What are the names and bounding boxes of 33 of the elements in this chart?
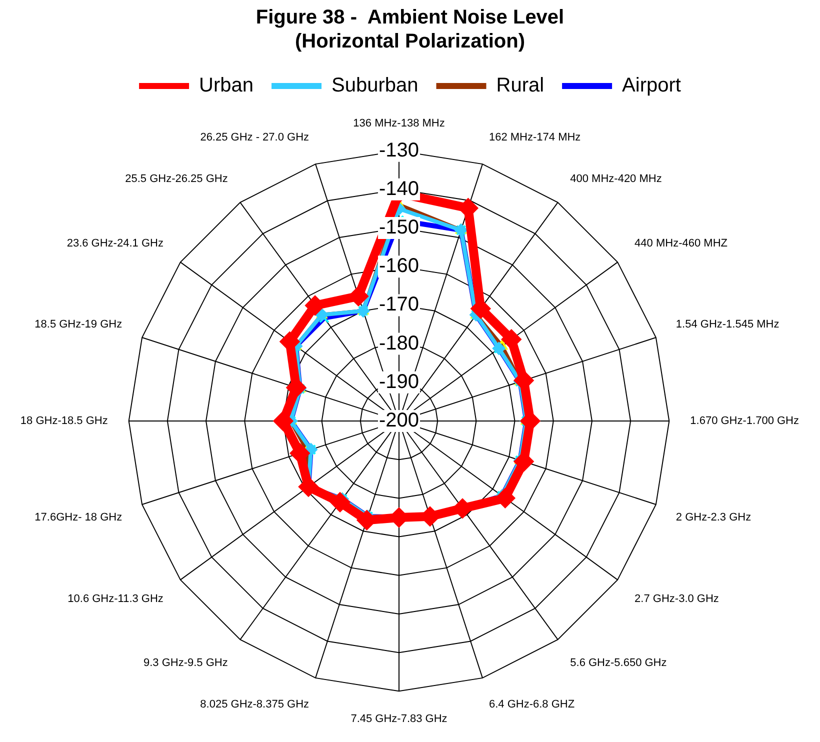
y-tick-label: -160 (378, 255, 420, 278)
spoke-label: 26.25 GHz - 27.0 GHz (200, 132, 310, 144)
y-tick-label: -200 (378, 410, 420, 432)
spoke-label: 8.025 GHz-8.375 GHz (200, 698, 310, 711)
spoke-label: 23.6 GHz-24.1 GHz (66, 237, 164, 250)
spoke-label: 6.4 GHz-6.8 GHZ (488, 698, 575, 711)
legend-label: Airport (622, 74, 682, 97)
legend-label: Suburban (332, 74, 418, 97)
y-tick-label: -130 (378, 139, 420, 162)
spoke-label: 18 GHz-18.5 GHz (20, 415, 108, 428)
spoke-label: 1.54 GHz-1.545 MHz (676, 318, 780, 330)
y-tick-label: -190 (378, 370, 420, 393)
spoke-label: 18.5 GHz-19 GHz (34, 318, 122, 330)
spoke-label: 7.45 GHz-7.83 GHz (350, 712, 448, 725)
spoke-label: 2 GHz-2.3 GHz (676, 512, 752, 524)
spoke-label: 400 MHz-420 MHz (570, 172, 662, 185)
spoke-label: 1.670 GHz-1.700 GHz (690, 415, 800, 428)
y-tick-label: -170 (378, 294, 420, 316)
spoke-label: 10.6 GHz-11.3 GHz (68, 592, 164, 605)
spoke-label: 2.7 GHz-3.0 GHz (634, 592, 719, 605)
y-tick-label: -180 (378, 332, 420, 354)
spoke-label: 25.5 GHz-26.25 GHz (125, 172, 228, 185)
spoke-label: 162 MHz-174 MHz (488, 132, 581, 144)
spoke-label: 5.6 GHz-5.650 GHz (570, 657, 667, 670)
y-tick-label: -140 (378, 178, 420, 200)
spoke-label: 136 MHz-138 MHz (353, 117, 445, 130)
spoke-label: 9.3 GHz-9.5 GHz (143, 657, 228, 670)
legend-label: Rural (496, 74, 544, 97)
spoke-label: 440 MHz-460 MHZ (634, 237, 728, 250)
y-tick-label: -150 (378, 216, 420, 239)
spoke-label: 17.6GHz- 18 GHz (34, 512, 122, 524)
chart-title: Figure 38 - Ambient Noise Level (Horizontal Polarization) (256, 6, 564, 53)
legend-label: Urban (199, 74, 254, 97)
